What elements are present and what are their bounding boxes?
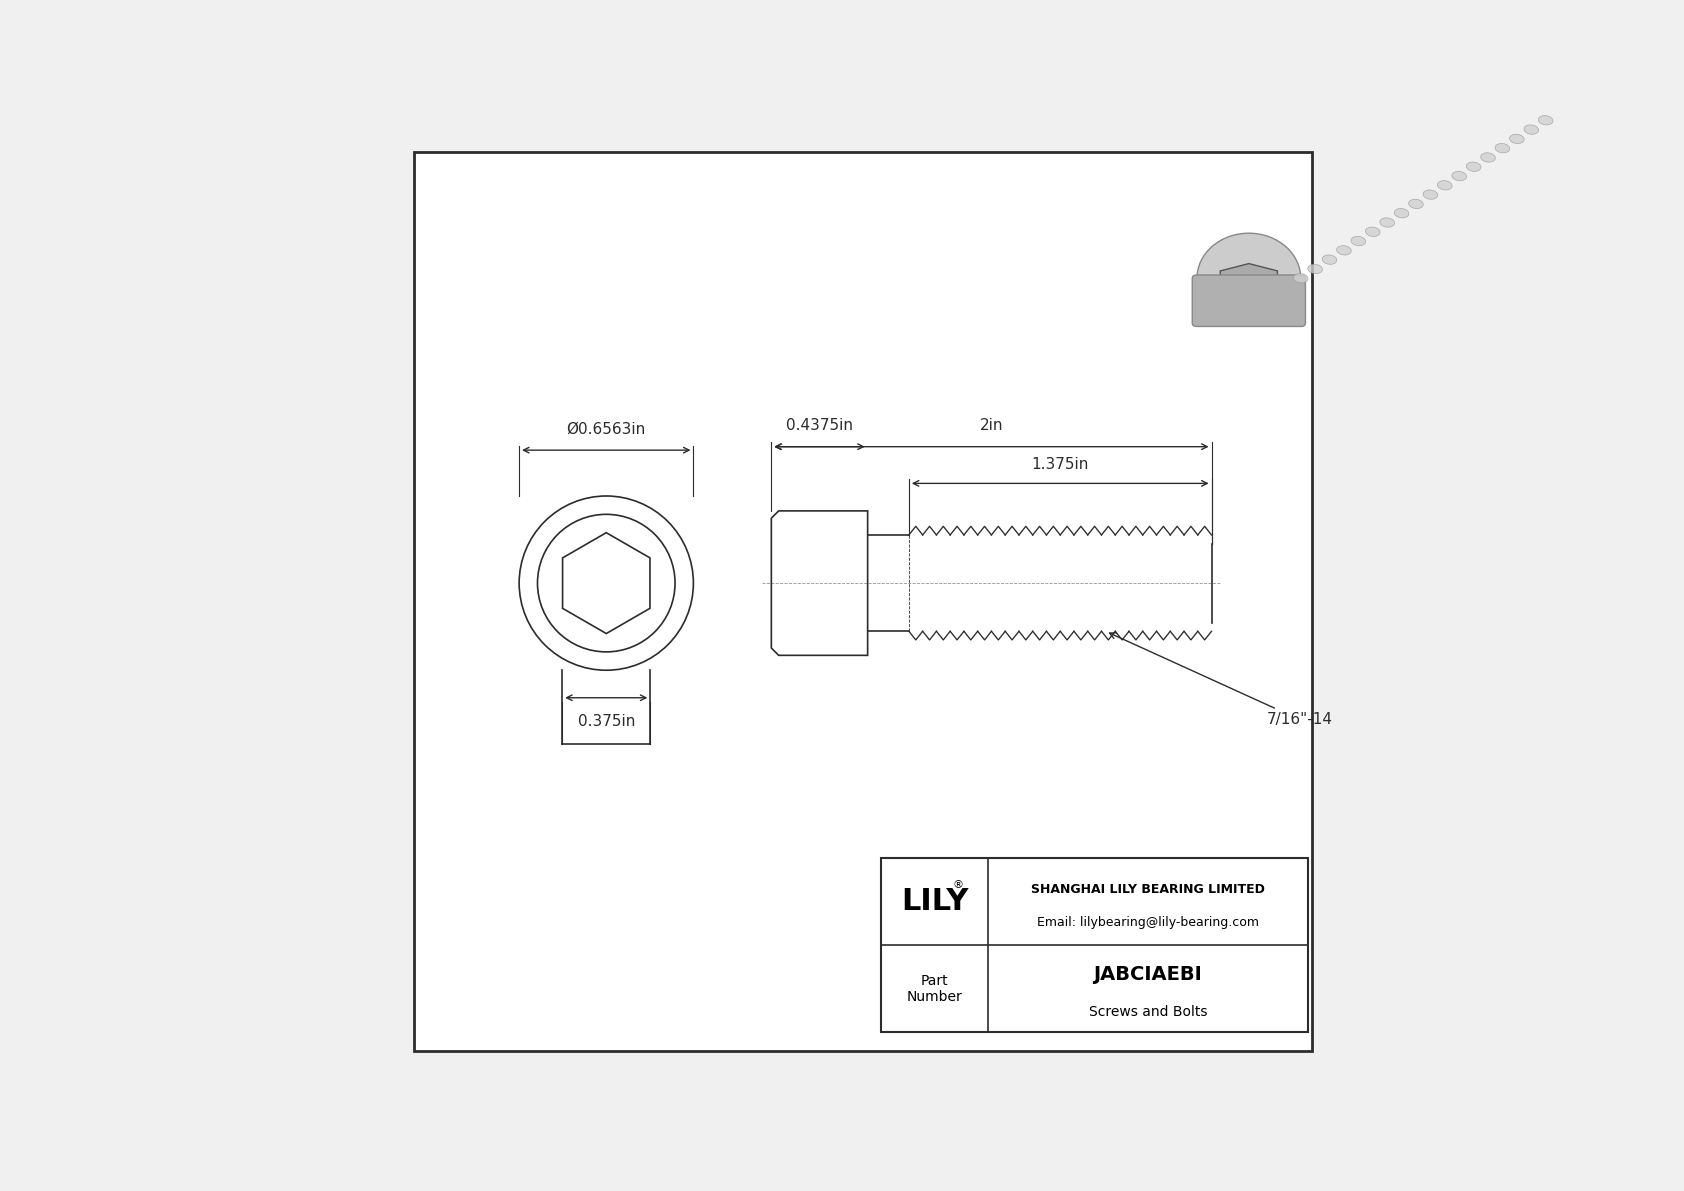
Ellipse shape [1351,236,1366,245]
Ellipse shape [1495,143,1511,152]
Ellipse shape [1509,135,1524,144]
Ellipse shape [1337,245,1351,255]
Text: Email: lilybearing@lily-bearing.com: Email: lilybearing@lily-bearing.com [1037,916,1260,929]
Ellipse shape [1308,264,1322,274]
Text: 1.375in: 1.375in [1032,457,1090,473]
Ellipse shape [1197,233,1300,323]
Ellipse shape [1524,125,1539,135]
Text: 2in: 2in [980,418,1004,434]
Ellipse shape [1537,116,1553,125]
Ellipse shape [1366,227,1381,237]
Ellipse shape [1394,208,1410,218]
Text: 7/16"-14: 7/16"-14 [1110,632,1332,727]
Ellipse shape [1480,152,1495,162]
Ellipse shape [1379,218,1394,227]
Bar [881,859,1308,1033]
Text: Part
Number: Part Number [906,974,963,1004]
Ellipse shape [1438,181,1452,191]
FancyBboxPatch shape [1192,275,1305,326]
Ellipse shape [1423,189,1438,199]
Text: Ø0.6563in: Ø0.6563in [566,422,647,436]
Text: LILY: LILY [901,887,968,916]
Text: ®: ® [951,880,963,891]
Text: 0.4375in: 0.4375in [786,418,854,434]
Ellipse shape [1293,274,1308,283]
Text: JABCIAEBI: JABCIAEBI [1093,966,1202,985]
Text: Screws and Bolts: Screws and Bolts [1088,1004,1207,1018]
Text: 0.375in: 0.375in [578,715,635,729]
Ellipse shape [1452,172,1467,181]
Ellipse shape [1467,162,1480,172]
Ellipse shape [1408,199,1423,208]
Polygon shape [1221,263,1278,293]
Text: SHANGHAI LILY BEARING LIMITED: SHANGHAI LILY BEARING LIMITED [1031,883,1265,896]
Ellipse shape [1322,255,1337,264]
